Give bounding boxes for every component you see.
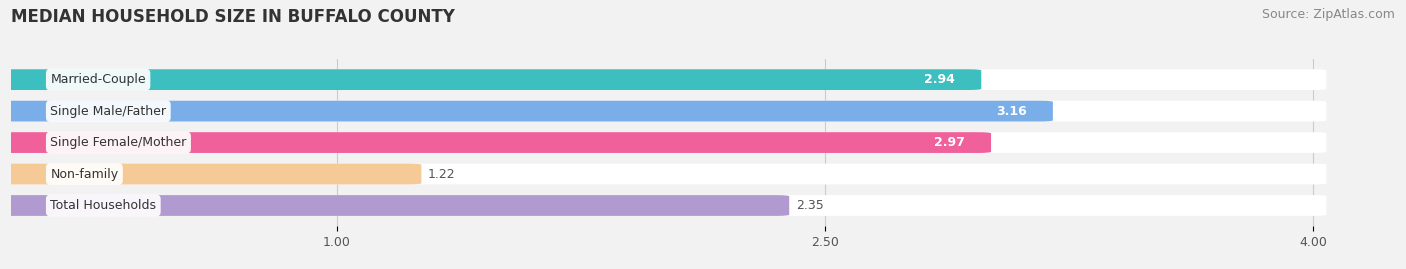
Text: 1.22: 1.22 (427, 168, 456, 180)
FancyBboxPatch shape (0, 195, 789, 216)
Text: Non-family: Non-family (51, 168, 118, 180)
Text: MEDIAN HOUSEHOLD SIZE IN BUFFALO COUNTY: MEDIAN HOUSEHOLD SIZE IN BUFFALO COUNTY (11, 8, 456, 26)
FancyBboxPatch shape (0, 69, 981, 90)
FancyBboxPatch shape (0, 132, 991, 153)
FancyBboxPatch shape (0, 101, 1326, 122)
Text: Total Households: Total Households (51, 199, 156, 212)
FancyBboxPatch shape (0, 195, 1326, 216)
Text: 2.94: 2.94 (924, 73, 955, 86)
FancyBboxPatch shape (0, 132, 1326, 153)
Text: 3.16: 3.16 (995, 105, 1026, 118)
Text: Single Female/Mother: Single Female/Mother (51, 136, 187, 149)
FancyBboxPatch shape (0, 69, 1326, 90)
Text: 2.35: 2.35 (796, 199, 824, 212)
FancyBboxPatch shape (0, 101, 1053, 122)
Text: Single Male/Father: Single Male/Father (51, 105, 166, 118)
FancyBboxPatch shape (0, 164, 422, 185)
Text: 2.97: 2.97 (934, 136, 965, 149)
Text: Married-Couple: Married-Couple (51, 73, 146, 86)
FancyBboxPatch shape (0, 164, 1326, 185)
Text: Source: ZipAtlas.com: Source: ZipAtlas.com (1261, 8, 1395, 21)
